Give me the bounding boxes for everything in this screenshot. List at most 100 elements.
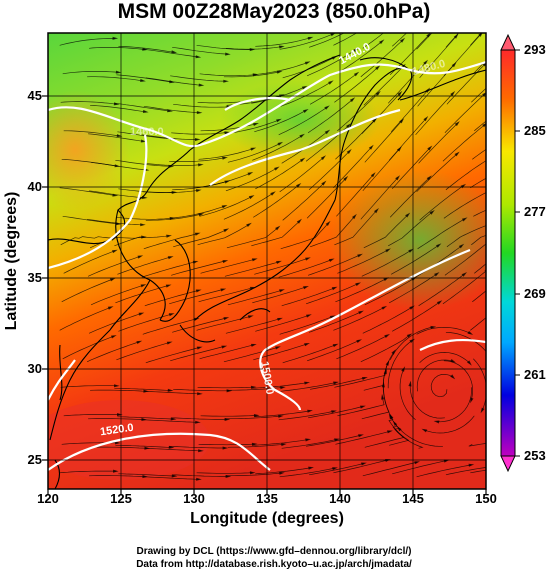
streamline xyxy=(337,249,389,274)
streamline-arrowhead xyxy=(303,109,309,113)
streamline-arrowhead xyxy=(111,335,117,339)
streamline-arrowhead xyxy=(320,155,326,161)
streamline xyxy=(281,287,335,307)
streamline-arrowhead xyxy=(450,374,456,380)
streamline-arrowhead xyxy=(140,223,146,227)
streamline xyxy=(199,73,256,77)
streamline xyxy=(89,190,145,199)
streamline xyxy=(252,135,303,161)
streamline-arrowhead xyxy=(198,213,205,217)
streamline xyxy=(282,344,336,364)
streamline-arrowhead xyxy=(523,196,529,199)
streamline xyxy=(198,148,254,160)
streamline xyxy=(144,290,199,307)
streamline-arrowhead xyxy=(198,83,205,87)
streamline-arrowhead xyxy=(370,172,376,178)
streamline-arrowhead xyxy=(490,357,494,363)
streamline-arrowhead xyxy=(225,52,231,56)
streamline xyxy=(333,306,385,331)
streamline-arrowhead xyxy=(358,310,364,315)
streamline xyxy=(224,415,281,420)
streamline xyxy=(116,216,173,220)
streamline xyxy=(279,33,334,50)
streamline-arrowhead xyxy=(436,300,443,305)
streamline xyxy=(227,443,284,448)
streamline xyxy=(144,447,201,452)
streamline xyxy=(114,235,170,247)
streamline-arrowhead xyxy=(246,222,252,227)
streamline-arrowhead xyxy=(250,147,257,151)
streamline xyxy=(442,270,486,305)
streamline xyxy=(362,461,418,477)
streamline xyxy=(255,37,311,47)
streamline-arrowhead xyxy=(505,2,510,7)
streamline xyxy=(416,359,454,392)
streamline-arrowhead xyxy=(385,248,391,253)
streamline xyxy=(279,156,325,193)
streamline-arrowhead xyxy=(356,339,362,343)
streamline-arrowhead xyxy=(482,123,486,128)
streamline-arrowhead xyxy=(280,386,286,390)
streamline-arrowhead xyxy=(221,205,228,209)
streamline xyxy=(253,343,308,361)
streamline xyxy=(90,104,146,113)
streamline-arrowhead xyxy=(434,272,440,277)
streamline xyxy=(89,46,145,50)
streamline-arrowhead xyxy=(427,145,433,151)
streamline xyxy=(309,215,356,248)
streamline-arrowhead xyxy=(353,47,359,53)
streamline-arrowhead xyxy=(520,225,526,228)
streamline-arrowhead xyxy=(223,79,229,83)
streamline-arrowhead xyxy=(274,166,280,171)
streamline-arrowhead xyxy=(405,212,411,218)
streamline xyxy=(141,419,198,423)
streamline xyxy=(254,258,309,275)
streamline-arrowhead xyxy=(517,161,523,165)
streamline-arrowhead xyxy=(303,286,309,290)
streamline xyxy=(60,385,117,388)
contour-1500b xyxy=(48,359,76,401)
streamline-arrowhead xyxy=(467,330,474,335)
streamline xyxy=(88,418,145,420)
contour-1480 xyxy=(209,108,401,186)
streamline-arrowhead xyxy=(296,218,302,224)
streamline xyxy=(392,460,447,475)
streamline-arrowhead xyxy=(414,461,420,465)
streamline-arrowhead xyxy=(168,313,175,317)
streamline-arrowhead xyxy=(387,430,393,434)
streamline xyxy=(118,473,175,477)
streamline xyxy=(170,205,225,219)
streamline-arrowhead xyxy=(221,345,228,349)
streamline-arrowhead xyxy=(276,70,283,74)
streamline-arrowhead xyxy=(374,208,379,214)
streamline xyxy=(360,334,411,363)
streamline-arrowhead xyxy=(301,85,308,90)
y-tick-label: 30 xyxy=(27,361,42,376)
contour-1520 xyxy=(48,432,271,471)
streamline xyxy=(59,470,116,474)
streamline xyxy=(142,189,199,194)
streamline xyxy=(309,73,358,105)
streamline-arrowhead xyxy=(468,463,475,467)
streamline-arrowhead xyxy=(250,343,257,347)
streamline-arrowhead xyxy=(421,428,428,433)
colorbar-min-arrow xyxy=(500,455,516,473)
streamline xyxy=(169,445,226,449)
streamline xyxy=(474,120,486,132)
streamline xyxy=(362,33,385,49)
streamline xyxy=(444,243,486,276)
contour-label-1460: 1460.0 xyxy=(130,126,164,138)
streamline-arrowhead xyxy=(223,228,230,233)
streamline-arrowhead xyxy=(458,243,465,249)
streamline-arrowhead xyxy=(279,45,285,49)
streamline xyxy=(255,159,304,190)
streamline xyxy=(87,76,143,82)
streamline-arrowhead xyxy=(195,189,202,193)
temperature-field xyxy=(48,33,486,489)
streamline-arrowhead xyxy=(165,284,172,288)
streamline-arrowhead xyxy=(325,220,331,226)
streamline xyxy=(254,410,311,418)
streamline xyxy=(336,174,374,217)
streamline-arrowhead xyxy=(115,441,121,445)
streamline-arrowhead xyxy=(114,384,120,388)
